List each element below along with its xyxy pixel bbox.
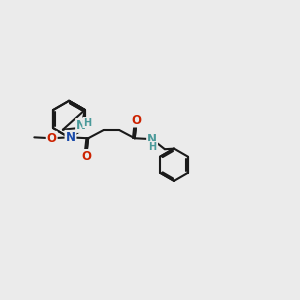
Text: N: N <box>65 131 76 144</box>
Text: N: N <box>76 119 86 132</box>
Text: O: O <box>132 114 142 127</box>
Text: H: H <box>83 118 91 128</box>
Text: N: N <box>147 133 157 146</box>
Text: O: O <box>47 132 57 145</box>
Text: H: H <box>148 142 156 152</box>
Text: O: O <box>81 150 92 163</box>
